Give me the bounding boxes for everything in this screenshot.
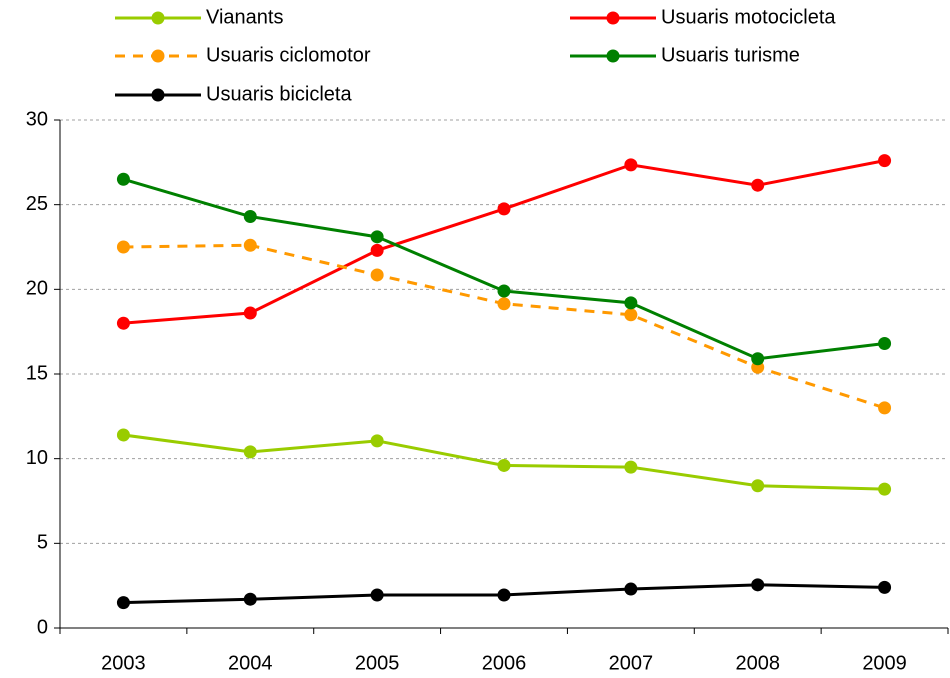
point [116,596,130,610]
legend-label: Usuaris bicicleta [206,83,352,105]
y-tick-label: 20 [26,278,48,300]
legend-marker [151,88,165,102]
point [370,434,384,448]
point [497,588,511,602]
point [624,582,638,596]
x-tick-label: 2005 [355,652,400,674]
point [497,284,511,298]
point [243,445,257,459]
point [243,306,257,320]
point [497,202,511,216]
point [497,297,511,311]
point [624,460,638,474]
point [751,352,765,366]
y-tick-label: 15 [26,362,48,384]
point [624,296,638,310]
x-tick-label: 2008 [735,652,780,674]
point [116,428,130,442]
point [370,243,384,257]
legend-label: Usuaris motocicleta [661,6,836,28]
point [878,401,892,415]
point [878,337,892,351]
point [243,210,257,224]
y-tick-label: 5 [37,532,48,554]
y-tick-label: 30 [26,108,48,130]
x-tick-label: 2006 [482,652,527,674]
series-line [123,243,886,410]
x-tick-label: 2007 [609,652,654,674]
y-tick-label: 0 [37,616,48,638]
legend-label: Vianants [206,6,283,28]
point [751,178,765,192]
point [370,588,384,602]
point [116,240,130,254]
point [116,316,130,330]
x-tick-label: 2003 [101,652,146,674]
y-tick-label: 25 [26,193,48,215]
point [370,230,384,244]
x-tick-label: 2004 [228,652,273,674]
point [751,578,765,592]
legend-marker [606,11,620,25]
y-tick-label: 10 [26,447,48,469]
point [878,482,892,496]
legend-label: Usuaris turisme [661,44,800,66]
legend-marker [151,49,165,63]
legend-marker [151,11,165,25]
point [624,308,638,322]
point [497,458,511,472]
point [878,154,892,168]
x-tick-label: 2009 [862,652,907,674]
legend-label: Usuaris ciclomotor [206,44,371,66]
point [243,238,257,252]
point [878,580,892,594]
point [751,479,765,493]
legend-marker [606,49,620,63]
point [624,158,638,172]
point [243,592,257,606]
point [116,172,130,186]
point [370,268,384,282]
